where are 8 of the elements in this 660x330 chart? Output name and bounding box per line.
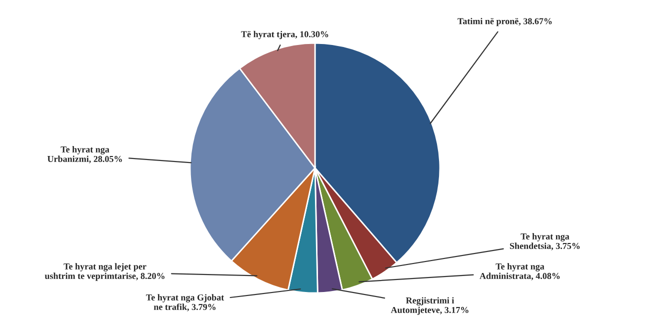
slice-label: Te hyrat nga Shendetsia, 3.75%	[510, 233, 580, 250]
slice-label: Te hyrat nga lejet per ushtrim te veprimtarise, 8.20%	[44, 263, 164, 281]
slice-label: Të hyrat tjera, 10.30%	[241, 30, 328, 40]
slice-label: Regjistrimi i Automjeteve, 3.17%	[390, 297, 468, 315]
slice-label: Te hyrat nga Gjobat ne trafik, 3.79%	[146, 294, 224, 312]
slice-label: Tatimi në pronë, 38.67%	[458, 18, 552, 26]
slice-label: Te hyrat nga Urbanizmi, 28.05%	[47, 146, 122, 164]
slice-label: Te hyrat nga Administrata, 4.08%	[480, 263, 560, 280]
